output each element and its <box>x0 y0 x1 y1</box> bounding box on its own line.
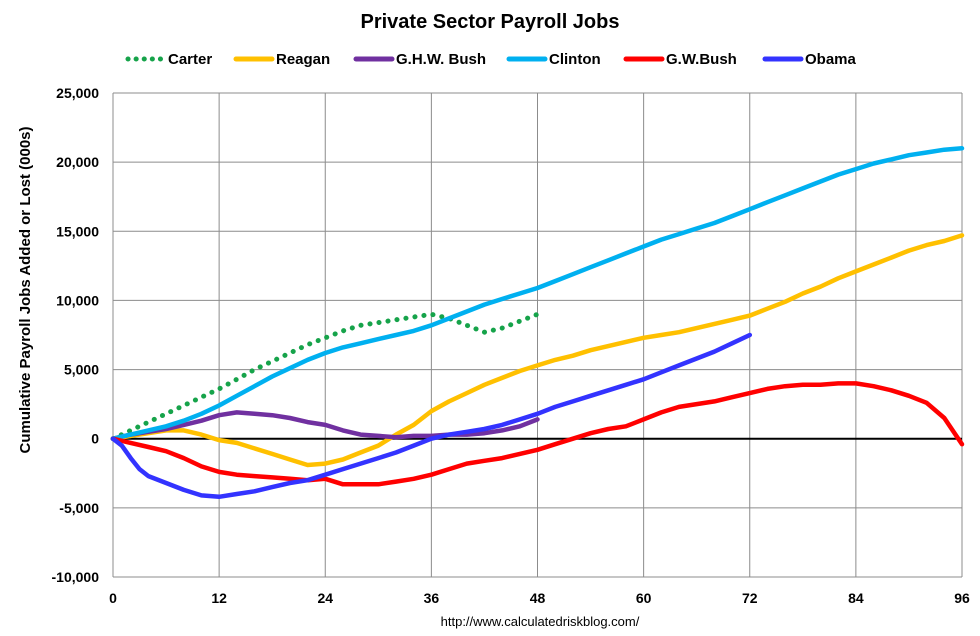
x-tick-label-1: 12 <box>211 590 227 606</box>
x-axis-ticks: 0 12 24 36 48 60 72 84 96 <box>109 590 970 606</box>
series-line-g-w-bush <box>110 381 965 487</box>
y-axis-ticks: -10,000 -5,000 0 5,000 10,000 15,000 20,000 25,… <box>52 85 100 585</box>
legend: Carter Reagan G.H.W. Bush Clinton G.W.Bush Ob… <box>125 51 857 68</box>
y-tick-label-6: 20,000 <box>56 154 99 170</box>
series-line-reagan <box>110 233 965 468</box>
legend-label-carter: Carter <box>168 51 212 68</box>
x-tick-label-2: 24 <box>317 590 333 606</box>
source-url: http://www.calculatedriskblog.com/ <box>441 614 640 629</box>
series-group <box>110 146 965 500</box>
y-axis-label: Cumulative Payroll Jobs Added or Lost (0… <box>17 126 34 453</box>
y-tick-label-3: 5,000 <box>64 362 99 378</box>
y-tick-label-5: 15,000 <box>56 223 99 239</box>
chart-title: Private Sector Payroll Jobs <box>360 11 619 33</box>
y-tick-label-2: 0 <box>91 431 99 447</box>
legend-label-clinton: Clinton <box>549 51 601 68</box>
x-tick-label-7: 84 <box>848 590 864 606</box>
x-tick-label-6: 72 <box>742 590 758 606</box>
legend-label-obama: Obama <box>805 51 857 68</box>
series-line-obama <box>110 332 753 500</box>
series-line-g-h-w-bush <box>110 410 540 441</box>
x-tick-label-8: 96 <box>954 590 970 606</box>
legend-label-reagan: Reagan <box>276 51 330 68</box>
x-tick-label-4: 48 <box>530 590 546 606</box>
y-tick-label-7: 25,000 <box>56 85 99 101</box>
y-tick-label-4: 10,000 <box>56 292 99 308</box>
series-line-clinton <box>110 146 965 441</box>
x-tick-label-0: 0 <box>109 590 117 606</box>
y-tick-label-0: -10,000 <box>52 569 100 585</box>
legend-label-g-h-w-bush: G.H.W. Bush <box>396 51 486 68</box>
x-tick-label-5: 60 <box>636 590 652 606</box>
y-tick-label-1: -5,000 <box>59 500 99 516</box>
x-tick-label-3: 36 <box>424 590 440 606</box>
legend-label-g-w-bush: G.W.Bush <box>666 51 737 68</box>
series-line-carter <box>110 311 540 442</box>
